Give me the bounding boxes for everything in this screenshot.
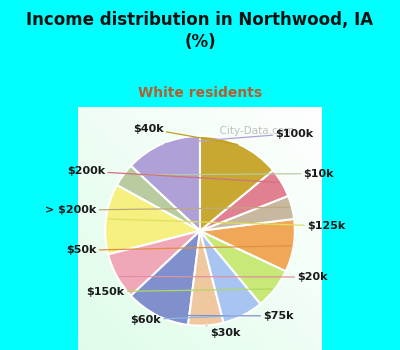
Text: $75k: $75k [160, 311, 294, 321]
Wedge shape [200, 231, 260, 323]
Wedge shape [188, 231, 224, 326]
Text: White residents: White residents [138, 86, 262, 100]
Wedge shape [105, 185, 200, 254]
Wedge shape [200, 136, 273, 231]
Wedge shape [131, 231, 200, 325]
Wedge shape [131, 136, 200, 231]
Text: $10k: $10k [126, 169, 334, 178]
Wedge shape [200, 231, 286, 304]
Text: City-Data.com: City-Data.com [213, 126, 294, 136]
Text: $100k: $100k [165, 128, 314, 143]
Text: $40k: $40k [133, 124, 238, 145]
Text: $30k: $30k [206, 326, 240, 338]
Text: Income distribution in Northwood, IA
(%): Income distribution in Northwood, IA (%) [26, 10, 374, 51]
Wedge shape [200, 170, 288, 231]
Wedge shape [117, 166, 200, 231]
Text: $150k: $150k [86, 287, 272, 296]
Text: $20k: $20k [120, 272, 328, 282]
Wedge shape [200, 219, 295, 271]
Text: > $200k: > $200k [45, 205, 289, 215]
Text: $125k: $125k [109, 219, 345, 231]
Text: $50k: $50k [66, 245, 291, 255]
Text: $200k: $200k [67, 166, 279, 182]
Text: $60k: $60k [130, 315, 240, 324]
Wedge shape [108, 231, 200, 296]
Wedge shape [200, 196, 294, 231]
